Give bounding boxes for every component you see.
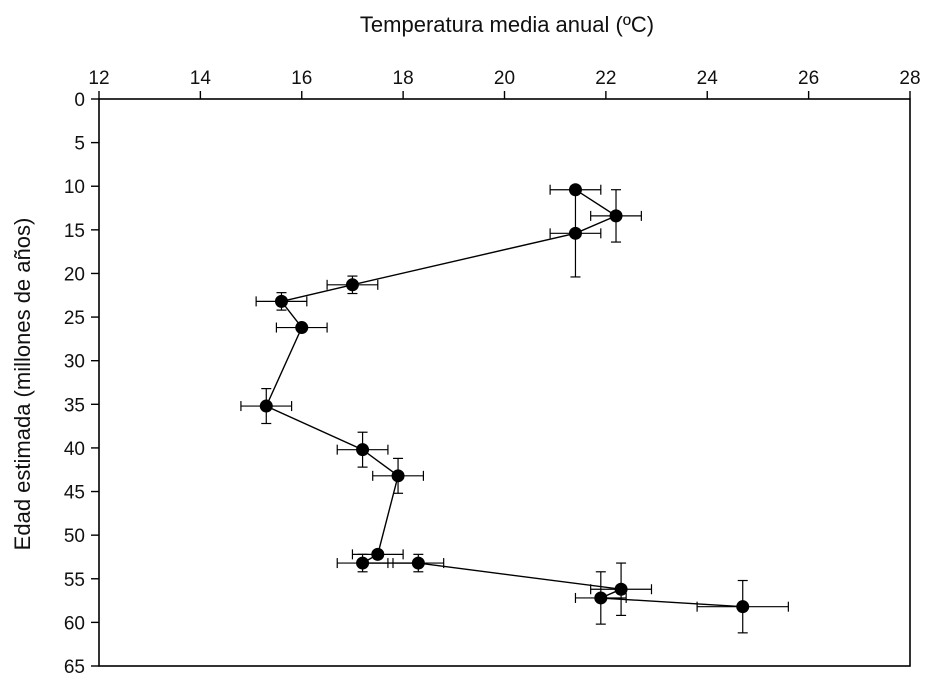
y-tick-label: 50 xyxy=(64,526,85,547)
x-tick-label: 28 xyxy=(899,68,920,89)
y-tick-label: 5 xyxy=(74,134,85,155)
data-point xyxy=(568,183,582,197)
data-point xyxy=(345,278,359,292)
x-tick-label: 12 xyxy=(88,68,109,89)
data-point xyxy=(594,591,608,605)
series-line xyxy=(265,189,743,608)
y-tick-label: 55 xyxy=(64,570,85,591)
x-axis-title: Temperatura media anual (ºC) xyxy=(360,12,654,37)
x-tick-label: 26 xyxy=(798,68,819,89)
y-tick-label: 60 xyxy=(64,613,85,634)
data-point xyxy=(411,556,425,570)
data-point xyxy=(295,321,309,335)
y-tick-label: 30 xyxy=(64,352,85,373)
data-point xyxy=(371,547,385,561)
y-tick-label: 15 xyxy=(64,221,85,242)
data-point xyxy=(259,399,273,413)
error-bars xyxy=(240,184,789,634)
x-axis-ticks: 12 14 16 18 20 22 24 26 28 xyxy=(88,68,921,99)
y-tick-label: 25 xyxy=(64,308,85,329)
y-tick-label: 0 xyxy=(74,90,85,111)
y-tick-label: 35 xyxy=(64,395,85,416)
y-tick-label: 65 xyxy=(64,657,85,676)
data-point xyxy=(356,556,370,570)
plot-frame xyxy=(98,98,911,667)
x-tick-label: 20 xyxy=(494,68,515,89)
x-tick-label: 24 xyxy=(697,68,719,89)
y-axis-title: Edad estimada (millones de años) xyxy=(10,218,35,551)
data-point xyxy=(614,582,628,596)
y-tick-label: 10 xyxy=(64,177,85,198)
y-tick-label: 45 xyxy=(64,483,85,504)
data-point xyxy=(568,226,582,240)
y-tick-label: 40 xyxy=(64,439,85,460)
data-point xyxy=(356,443,370,457)
x-tick-label: 14 xyxy=(190,68,212,89)
x-tick-label: 16 xyxy=(291,68,312,89)
x-tick-label: 22 xyxy=(595,68,616,89)
data-point xyxy=(274,294,288,308)
y-axis-ticks: 0 5 10 15 20 25 30 35 40 45 50 55 60 65 xyxy=(64,90,99,676)
data-point xyxy=(391,469,405,483)
data-point xyxy=(736,600,750,614)
x-tick-label: 18 xyxy=(393,68,414,89)
data-point xyxy=(609,209,623,223)
y-tick-label: 20 xyxy=(64,264,85,285)
data-points xyxy=(259,183,750,614)
